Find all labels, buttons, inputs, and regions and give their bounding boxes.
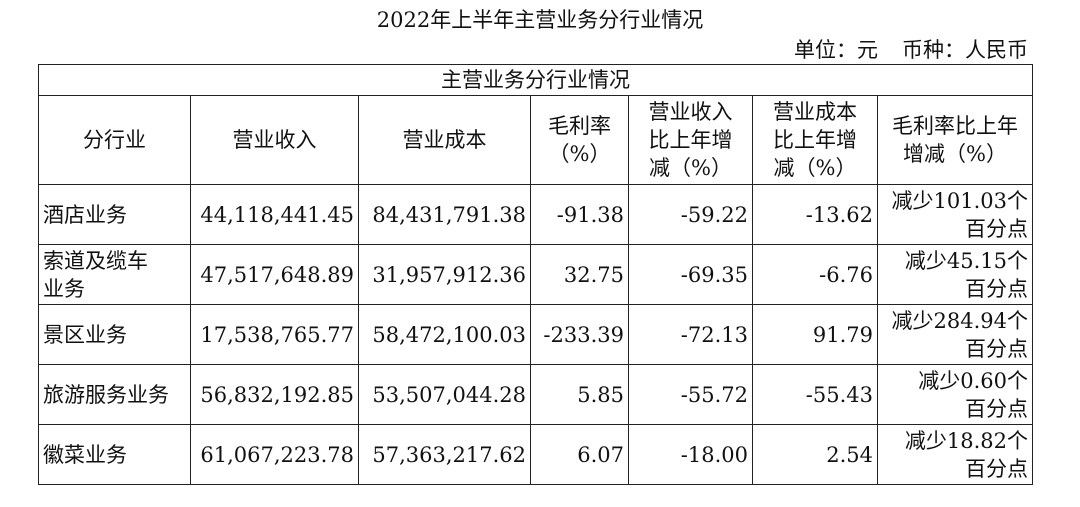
value-cell: 57,363,217.62 — [358, 424, 531, 485]
unit-line: 单位：元 币种：人民币 — [794, 34, 1028, 64]
value-cell: -13.62 — [752, 184, 878, 245]
title: 2022年上半年主营业务分行业情况 — [376, 8, 704, 32]
column-header: 营业收入 — [190, 95, 359, 185]
value-cell: 61,067,223.78 — [190, 424, 359, 485]
value-cell: 53,507,044.28 — [358, 364, 531, 425]
value-cell: -55.72 — [628, 364, 753, 425]
value-cell: 84,431,791.38 — [358, 184, 531, 245]
header-row: 分行业 营业收入 营业成本 毛利率 （%） 营业收入 比上年增 减（%） 营业成本 比上年… — [38, 95, 1034, 185]
value-cell: 5.85 — [530, 364, 629, 425]
column-header: 营业成本 比上年增 减（%） — [752, 95, 878, 185]
value-cell: 31,957,912.36 — [358, 244, 531, 305]
currency: 币种：人民币 — [902, 38, 1028, 62]
data-row: 徽菜业务 61,067,223.78 57,363,217.62 6.07 -18.00… — [38, 424, 1034, 485]
data-row: 旅游服务业务 56,832,192.85 53,507,044.28 5.85 -55.… — [38, 364, 1034, 425]
industry-cell: 索道及缆车 业务 — [38, 244, 191, 305]
industry-cell: 徽菜业务 — [38, 424, 191, 485]
industry-cell: 旅游服务业务 — [38, 364, 191, 425]
caption: 主营业务分行业情况 — [37, 64, 1034, 96]
value-cell: 56,832,192.85 — [190, 364, 359, 425]
column-header: 营业成本 — [358, 95, 531, 185]
unit: 单位：元 — [794, 38, 878, 62]
business-table: 主营业务分行业情况 分行业 营业收入 营业成本 毛利率 （%） 营业收入 比上年增 减（%… — [37, 64, 1034, 485]
column-header: 分行业 — [38, 95, 191, 185]
industry-cell: 景区业务 — [38, 304, 191, 365]
table-body: 主营业务分行业情况 分行业 营业收入 营业成本 毛利率 （%） 营业收入 比上年增 减（%… — [37, 64, 1034, 485]
value-cell: -233.39 — [530, 304, 629, 365]
value-cell: 减少45.15个 百分点 — [876, 244, 1034, 305]
value-cell: 减少18.82个 百分点 — [876, 424, 1034, 485]
value-cell: -6.76 — [752, 244, 878, 305]
value-cell: -59.22 — [628, 184, 753, 245]
value-cell: 17,538,765.77 — [190, 304, 359, 365]
data-row: 索道及缆车 业务 47,517,648.89 31,957,912.36 32.75-… — [38, 244, 1034, 305]
value-cell: 减少284.94个 百分点 — [876, 304, 1034, 365]
value-cell: -55.43 — [752, 364, 878, 425]
column-header: 毛利率比上年 增减（%） — [876, 95, 1034, 185]
value-cell: 58,472,100.03 — [358, 304, 531, 365]
column-header: 毛利率 （%） — [530, 95, 629, 185]
value-cell: -91.38 — [530, 184, 629, 245]
value-cell: 减少101.03个 百分点 — [876, 184, 1034, 245]
value-cell: 减少0.60个 百分点 — [876, 364, 1034, 425]
value-cell: 2.54 — [752, 424, 878, 485]
industry-cell: 酒店业务 — [38, 184, 191, 245]
value-cell: 32.75 — [530, 244, 629, 305]
value-cell: 47,517,648.89 — [190, 244, 359, 305]
value-cell: -18.00 — [628, 424, 753, 485]
value-cell: -69.35 — [628, 244, 753, 305]
value-cell: 6.07 — [530, 424, 629, 485]
column-header: 营业收入 比上年增 减（%） — [628, 95, 753, 185]
value-cell: 44,118,441.45 — [190, 184, 359, 245]
value-cell: 91.79 — [752, 304, 878, 365]
data-row: 酒店业务 44,118,441.45 84,431,791.38 -91.38 -59.… — [38, 184, 1034, 245]
data-row: 景区业务 17,538,765.77 58,472,100.03 -233.39 -72… — [38, 304, 1034, 365]
value-cell: -72.13 — [628, 304, 753, 365]
caption-row: 主营业务分行业情况 — [37, 64, 1034, 96]
